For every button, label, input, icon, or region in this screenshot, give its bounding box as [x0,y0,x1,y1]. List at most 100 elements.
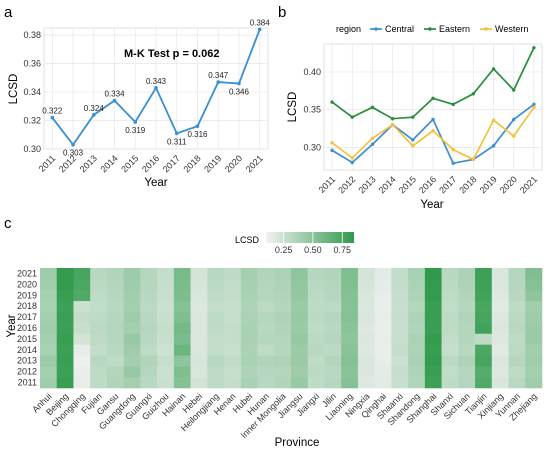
panel-c-colorbar-tick-label: 0.75 [334,245,352,255]
panel-c-cell [257,268,275,280]
panel-c-cell [173,289,191,302]
panel-c-colorbar-gradient [266,232,354,243]
panel-c-cell [56,322,74,334]
panel-b-x-tick-label: 2014 [377,174,398,195]
panel-c-cell [291,311,309,323]
panel-c-cell [90,355,108,367]
panel-c-cell [408,289,426,302]
panel-c-cell [525,300,543,312]
panel-c-cell [56,289,74,302]
panel-c-cell [123,322,141,334]
panel-c-cell [508,268,526,280]
panel-c-cell [224,377,242,389]
panel-c-cell [341,289,359,302]
panel-c-cell [491,268,509,280]
panel-c-cell [525,278,543,291]
panel-c-cell [274,333,292,345]
panel-c-cell [157,300,175,312]
panel-c-cell [324,289,342,302]
panel-c-cell [408,355,426,367]
panel-b-y-tick-label: 0.30 [303,142,321,152]
panel-b-x-tick-label: 2015 [397,174,418,195]
panel-c-cell [491,278,509,291]
panel-c-cell [274,311,292,323]
panel-a-y-ticks: 0.30 0.32 0.34 0.36 0.38 [23,30,41,154]
panel-b-x-tick-label: 2018 [457,174,478,195]
panel-b-legend-marker-central [374,27,378,31]
panel-c-cell [240,311,258,323]
panel-c-cell [408,344,426,356]
panel-c-cell [140,366,158,378]
panel-c-cell [173,278,191,291]
panel-c-cell [341,300,359,312]
panel-c-cell [56,366,74,378]
panel-letter-a: a [4,4,13,21]
panel-c-cell [56,268,74,280]
panel-c-cell [475,366,493,378]
panel-c-cell [257,311,275,323]
panel-c-cell [224,300,242,312]
panel-b-point-western [390,123,395,127]
panel-a-data-label: 0.334 [105,90,126,99]
panel-c-cell [357,268,375,280]
panel-a-data-label: 0.384 [250,18,271,27]
panel-b-y-tick-label: 0.40 [303,67,321,77]
panel-c-cell [341,333,359,345]
panel-c-cell [140,268,158,280]
panel-a-x-tick-label: 2014 [99,153,120,174]
panel-c-cell [257,289,275,302]
panel-a-point [112,98,117,103]
panel-c-cell [408,311,426,323]
panel-c-cell [157,311,175,323]
panel-c-x-ticks: AnhuiBeijingChongqingFujianGansuGuangdon… [30,391,539,440]
panel-c-cell [525,322,543,334]
panel-a-data-label: 0.311 [167,137,187,146]
panel-a-y-tick-label: 0.38 [23,30,41,40]
panel-c-cell [240,344,258,356]
panel-c-cell [291,278,309,291]
panel-c-cell [408,377,426,389]
panel-c-cell [491,355,509,367]
panel-c-cell [90,322,108,334]
panel-c-cell [56,278,74,291]
panel-c-cell [56,300,74,312]
panel-c-cell [157,322,175,334]
panel-c-cell [40,377,58,389]
panel-a-point [195,124,200,129]
panel-c-cell [525,333,543,345]
panel-b-point-eastern [350,115,354,119]
panel-c-cell [56,333,74,345]
panel-c-cell [106,322,124,334]
panel-b-y-ticks: 0.30 0.35 0.40 [303,67,321,152]
panel-c-cells [40,268,543,389]
panel-b-point-central [491,144,496,148]
panel-c-cell [441,344,459,356]
panel-c-cell [391,322,409,334]
panel-c-cell [307,344,325,356]
panel-c-cell [207,344,225,356]
panel-c-cell [475,300,493,312]
panel-c-cell [508,278,526,291]
panel-c-cell [307,366,325,378]
panel-c-cell [424,268,442,280]
panel-a-data-label: 0.303 [63,149,84,158]
panel-b-y-axis-title: LCSD [287,92,299,123]
panel-c-cell [123,366,141,378]
panel-c-cell [224,311,242,323]
panel-c-cell [190,289,208,302]
panel-c-cell [441,366,459,378]
panel-a-gridlines [44,28,268,150]
panel-c-cell [274,268,292,280]
panel-c-cell [408,322,426,334]
panel-c-cell [291,289,309,302]
panel-c-cell [140,344,158,356]
panel-c-cell [190,311,208,323]
panel-c-cell [324,300,342,312]
panel-b-point-western [350,156,354,160]
panel-c-cell [73,366,91,378]
panel-a-data-label: 0.322 [42,107,63,116]
panel-c-cell [458,300,476,312]
panel-c-cell [73,355,91,367]
panel-c-cell [56,355,74,367]
panel-a-x-tick-label: 2017 [161,153,182,174]
